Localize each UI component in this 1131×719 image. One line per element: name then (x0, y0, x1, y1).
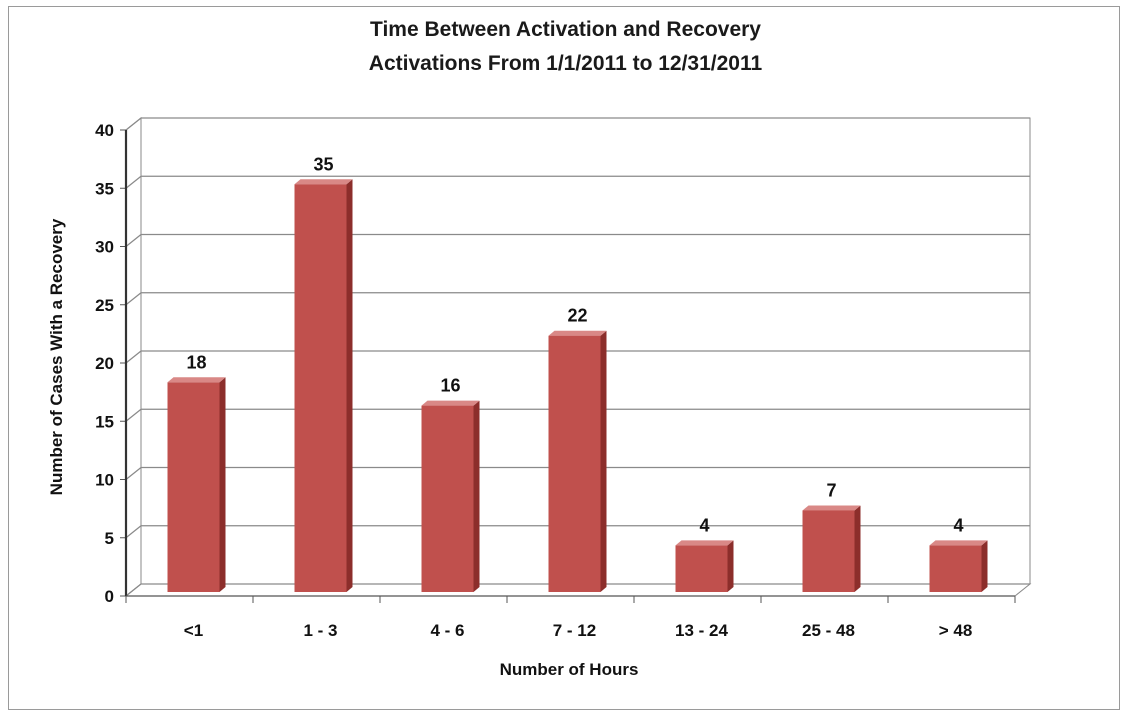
y-tick-label: 0 (105, 587, 114, 606)
bar-top (548, 330, 607, 336)
bar-top (294, 179, 353, 185)
bar-front (548, 335, 601, 592)
bar-front (802, 510, 855, 592)
gridline (125, 233, 1030, 248)
bar-front (421, 405, 474, 592)
y-tick-label: 15 (95, 412, 114, 431)
bar-top (929, 540, 988, 546)
gridlines (125, 117, 1030, 597)
y-tick-label: 20 (95, 354, 114, 373)
x-tick-label: 25 - 48 (802, 621, 855, 640)
y-tick-label: 10 (95, 471, 114, 490)
x-axis-ticks: <1 1 - 3 4 - 6 7 - 12 13 - 24 25 - 48 > 48 (125, 595, 1016, 640)
bar-front (929, 545, 982, 592)
bar-front (167, 382, 220, 592)
y-axis-ticks: 0 5 10 15 20 25 30 35 40 (95, 121, 128, 606)
bar-side (473, 400, 480, 592)
bar (675, 540, 734, 592)
gridline (125, 350, 1030, 364)
chart-subtitle: Activations From 1/1/2011 to 12/31/2011 (368, 52, 763, 75)
bar-side (219, 377, 226, 592)
x-tick-label: 7 - 12 (553, 621, 596, 640)
bar-front (294, 184, 347, 592)
y-tick-label: 40 (95, 121, 114, 140)
gridline (125, 408, 1030, 422)
data-label: 4 (953, 515, 963, 535)
bar-side (346, 179, 353, 592)
data-label: 16 (440, 376, 460, 396)
x-tick-label: <1 (184, 621, 203, 640)
bar-side (981, 540, 988, 592)
x-tick-label: 13 - 24 (675, 621, 728, 640)
bar-top (167, 377, 226, 383)
y-tick-label: 5 (105, 529, 114, 548)
y-axis-label: Number of Cases With a Recovery (47, 218, 66, 495)
bars: 18 35 16 22 4 7 4 (167, 154, 988, 592)
bar (167, 377, 226, 592)
y-tick-label: 35 (95, 179, 114, 198)
gridline (125, 117, 1030, 131)
x-tick-label: > 48 (939, 621, 973, 640)
data-label: 18 (186, 352, 206, 372)
gridline (125, 292, 1030, 306)
gridline (125, 583, 1030, 597)
data-label: 7 (826, 480, 836, 500)
bar (294, 179, 353, 592)
x-tick-label: 4 - 6 (430, 621, 464, 640)
bar (421, 400, 480, 592)
bar-front (675, 545, 728, 592)
data-label: 22 (567, 306, 587, 326)
bar-side (600, 330, 607, 592)
bar-top (675, 540, 734, 546)
bar (548, 330, 607, 592)
gridline (125, 466, 1030, 481)
bar-top (421, 400, 480, 406)
x-tick-label: 1 - 3 (303, 621, 337, 640)
bar (929, 540, 988, 592)
bar-top (802, 505, 861, 511)
data-label: 4 (699, 515, 709, 535)
bar-side (854, 505, 861, 592)
y-tick-label: 30 (95, 238, 114, 257)
data-label: 35 (313, 154, 333, 174)
chart-title: Time Between Activation and Recovery (370, 18, 761, 41)
bar (802, 505, 861, 592)
y-tick-label: 25 (95, 296, 114, 315)
gridline (125, 525, 1030, 539)
x-axis-label: Number of Hours (500, 660, 639, 679)
bar-side (727, 540, 734, 592)
gridline (125, 175, 1030, 189)
